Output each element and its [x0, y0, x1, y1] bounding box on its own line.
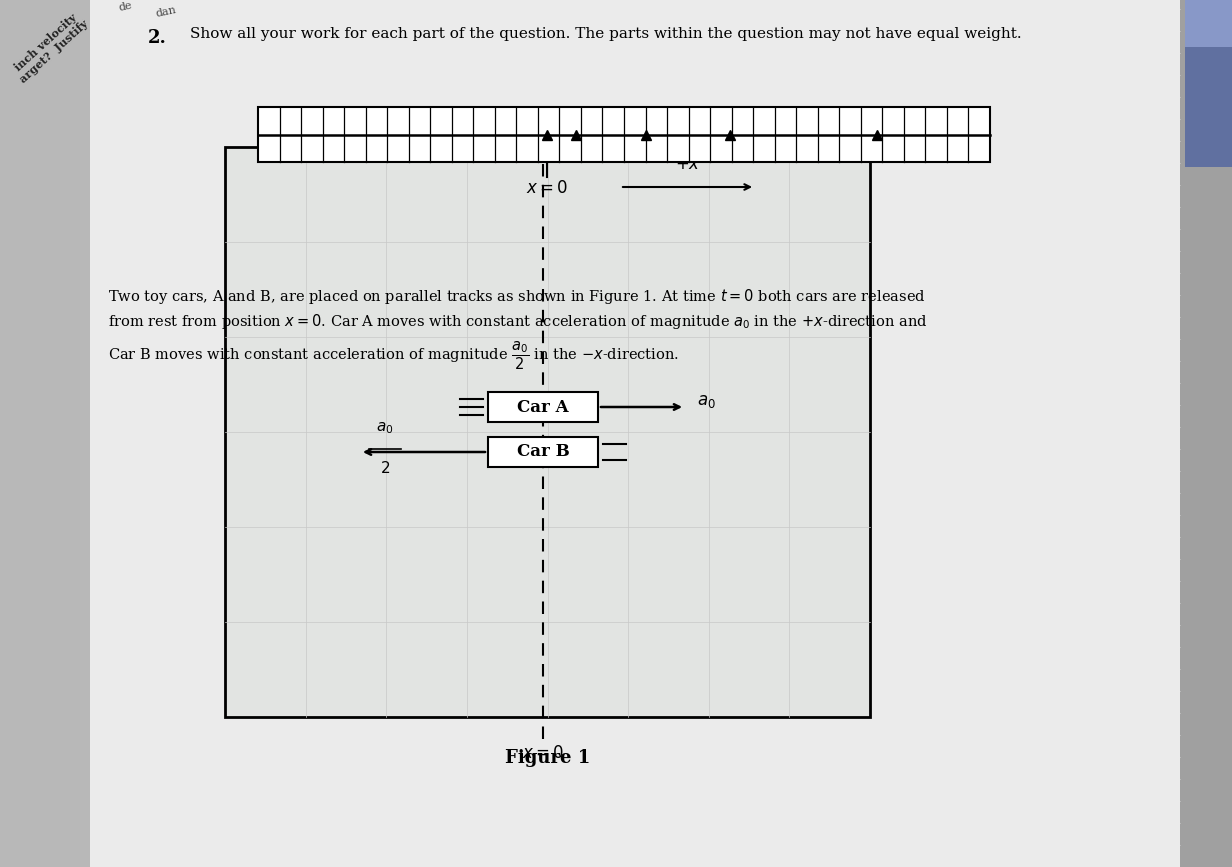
Text: inch velocity
arget?  Justify: inch velocity arget? Justify [10, 9, 91, 85]
Text: $a_0$: $a_0$ [376, 420, 394, 436]
Text: from rest from position $x = 0$. Car A moves with constant acceleration of magni: from rest from position $x = 0$. Car A m… [108, 312, 928, 331]
Text: Car A: Car A [517, 399, 569, 415]
Bar [1185, 0, 1232, 167]
Text: Car B: Car B [516, 444, 569, 460]
Bar [225, 147, 870, 717]
Bar [90, 0, 1180, 867]
Text: de: de [118, 0, 133, 13]
Text: Show all your work for each part of the question. The parts within the question : Show all your work for each part of the … [190, 27, 1021, 41]
Text: $+x$: $+x$ [675, 156, 701, 173]
Text: Figure 1: Figure 1 [505, 749, 590, 767]
Text: $a_0$: $a_0$ [697, 393, 716, 409]
Text: $x=0$: $x=0$ [522, 745, 564, 762]
Text: Car B moves with constant acceleration of magnitude $\dfrac{a_0}{2}$ in the $-x$: Car B moves with constant acceleration o… [108, 340, 679, 372]
Bar [1185, 0, 1232, 47]
Text: Two toy cars, A and B, are placed on parallel tracks as shown in Figure 1. At ti: Two toy cars, A and B, are placed on par… [108, 287, 925, 306]
Text: dan: dan [155, 5, 177, 19]
Text: $x=0$: $x=0$ [526, 180, 568, 197]
Bar [488, 392, 598, 422]
Bar [488, 437, 598, 467]
Text: $2$: $2$ [379, 460, 391, 476]
Text: 2.: 2. [148, 29, 166, 47]
Bar [257, 107, 991, 162]
Polygon shape [0, 0, 131, 867]
